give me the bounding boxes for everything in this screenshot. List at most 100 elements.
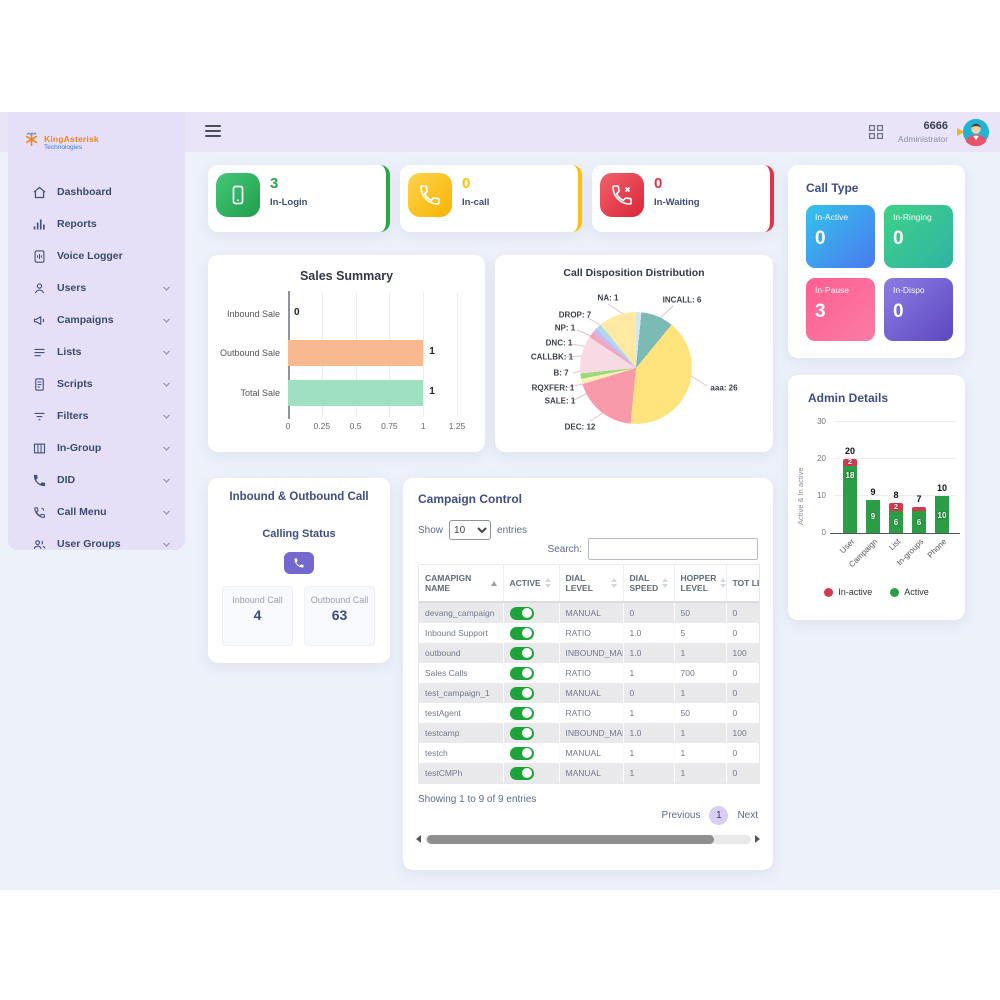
user-id: 6666 — [923, 120, 948, 133]
axis-tick: 30 — [817, 417, 826, 426]
axis-tick: 20 — [817, 454, 826, 463]
pie-slice-label-rqxfer: RQXFER: 1 — [531, 383, 575, 393]
call-disposition-card: Call Disposition Distribution NA: 1 INCAL… — [495, 255, 773, 452]
chevron-down-icon — [162, 476, 171, 485]
pie-label-name: NP — [554, 323, 566, 333]
sidebar-item-did[interactable]: DID — [8, 464, 185, 496]
calltype-tile-value: 0 — [893, 228, 904, 249]
cell-total_lead: 0 — [732, 768, 738, 778]
scroll-right-arrow[interactable] — [755, 835, 760, 843]
pie-label-name: DROP — [558, 310, 582, 320]
pie-label-name: DNC — [545, 338, 563, 348]
bar-value-label: 0 — [294, 307, 300, 318]
admin-bar-active — [843, 466, 857, 533]
calling-boxes: Inbound Call 4 Outbound Call 63 — [222, 586, 375, 646]
user-menu[interactable]: 6666 Administrator — [898, 120, 948, 143]
entries-label: entries — [497, 524, 528, 536]
column-header-camapign-name[interactable]: CAMAPIGN NAME — [419, 565, 504, 603]
legend-dot — [890, 587, 900, 597]
next-page-button[interactable]: Next — [737, 810, 758, 821]
chevron-down-icon — [162, 316, 171, 325]
search-input[interactable] — [588, 538, 758, 560]
call-type-grid: In-Active 0 In-Ringing 0 In-Pause 3 In-Dispo 0 — [806, 205, 953, 341]
campaign-active-toggle[interactable] — [509, 706, 534, 720]
bar-inactive-value-label: 2 — [847, 457, 853, 467]
axis-category-label: Total Sale — [240, 388, 280, 398]
scroll-left-arrow[interactable] — [416, 835, 421, 843]
cell-dial_level: MANUAL — [565, 768, 601, 778]
cell-hopper_level: 50 — [680, 608, 690, 618]
chevron-down-icon — [162, 284, 171, 293]
calling-status-phone-button[interactable] — [284, 552, 314, 574]
calltype-tile-value: 0 — [893, 301, 904, 322]
sidebar-item-voice-logger[interactable]: Voice Logger — [8, 240, 185, 272]
sidebar-item-reports[interactable]: Reports — [8, 208, 185, 240]
calltype-tile-value: 0 — [815, 228, 826, 249]
cell-dial_level: MANUAL — [565, 688, 601, 698]
calltype-tile-label: In-Ringing — [893, 212, 932, 222]
axis-tick: 0 — [821, 528, 826, 537]
sales-bar — [288, 380, 424, 406]
column-header-dial-speed[interactable]: DIAL SPEED — [623, 565, 675, 603]
sidebar-item-scripts[interactable]: Scripts — [8, 368, 185, 400]
column-header-dial-level[interactable]: DIAL LEVEL — [559, 565, 624, 603]
pie-slice-label-incall: INCALL: 6 — [662, 295, 702, 305]
previous-page-button[interactable]: Previous — [661, 810, 701, 821]
cell-hopper_level: 5 — [680, 628, 686, 638]
sidebar-item-lists[interactable]: Lists — [8, 336, 185, 368]
sidebar-item-call-menu[interactable]: Call Menu — [8, 496, 185, 528]
scrollbar-track[interactable] — [425, 834, 751, 844]
campaign-active-toggle[interactable] — [509, 746, 534, 760]
cell-active — [503, 623, 559, 643]
stat-card-in-waiting: 0 In-Waiting — [592, 165, 774, 232]
user-icon — [32, 281, 47, 296]
cell-dial_speed: 0 — [629, 688, 635, 698]
sidebar-item-campaigns[interactable]: Campaigns — [8, 304, 185, 336]
sidebar-item-users[interactable]: Users — [8, 272, 185, 304]
apps-grid-icon[interactable] — [868, 124, 884, 140]
pie-label-value: 26 — [728, 383, 738, 393]
pie-slice-label-sale: SALE: 1 — [544, 396, 576, 406]
user-group-icon — [32, 537, 47, 552]
campaign-active-toggle[interactable] — [509, 666, 534, 680]
column-header-tot-lea[interactable]: TOT LEA — [726, 565, 760, 603]
brand-name: KingAsterisk — [44, 133, 99, 144]
campaign-active-toggle[interactable] — [509, 766, 534, 780]
sort-icon — [544, 578, 551, 588]
pie-label-value: 6 — [696, 295, 702, 305]
sidebar-item-filters[interactable]: Filters — [8, 400, 185, 432]
sidebar-item-in-group[interactable]: In-Group — [8, 432, 185, 464]
cell-name: Sales Calls — [425, 668, 468, 678]
axis-tick: 1.25 — [448, 421, 466, 431]
column-header-label: TOT LEA — [732, 578, 760, 588]
column-header-active[interactable]: ACTIVE — [503, 565, 560, 603]
scrollbar-thumb[interactable] — [427, 834, 714, 844]
cell-name: testch — [425, 748, 448, 758]
campaign-active-toggle[interactable] — [509, 726, 534, 740]
cell-total_lead: 0 — [732, 668, 738, 678]
campaign-active-toggle[interactable] — [509, 646, 534, 660]
cell-hopper_level: 1 — [680, 688, 686, 698]
campaign-active-toggle[interactable] — [509, 626, 534, 640]
column-header-hopper-level[interactable]: HOPPER LEVEL — [674, 565, 727, 603]
pie-label-value: 7 — [586, 310, 592, 320]
sidebar-item-dashboard[interactable]: Dashboard — [8, 176, 185, 208]
avatar[interactable] — [957, 118, 990, 147]
page-number-button[interactable]: 1 — [709, 806, 729, 825]
cell-hopper_level: 50 — [680, 708, 690, 718]
entries-select[interactable]: 10 — [449, 520, 492, 540]
campaign-active-toggle[interactable] — [509, 686, 534, 700]
sidebar-item-label: Call Menu — [57, 506, 107, 518]
stat-label: In-Waiting — [654, 197, 700, 208]
campaign-active-toggle[interactable] — [509, 606, 534, 620]
cell-dial_speed: 1.0 — [629, 648, 642, 658]
pie-label-name: INCALL — [662, 295, 692, 305]
bar-total-label: 20 — [844, 446, 855, 456]
stat-label: In-Login — [270, 197, 308, 208]
table-row: testAgent RATIO 1 50 0 — [419, 703, 759, 723]
sidebar-item-user-groups[interactable]: User Groups — [8, 528, 185, 560]
menu-toggle-button[interactable] — [205, 125, 221, 140]
admin-details-chart: 20 18 2 9 9 8 6 2 7 6 10 10 — [830, 421, 960, 534]
cell-active — [503, 703, 559, 723]
table-summary: Showing 1 to 9 of 9 entries — [418, 794, 537, 805]
